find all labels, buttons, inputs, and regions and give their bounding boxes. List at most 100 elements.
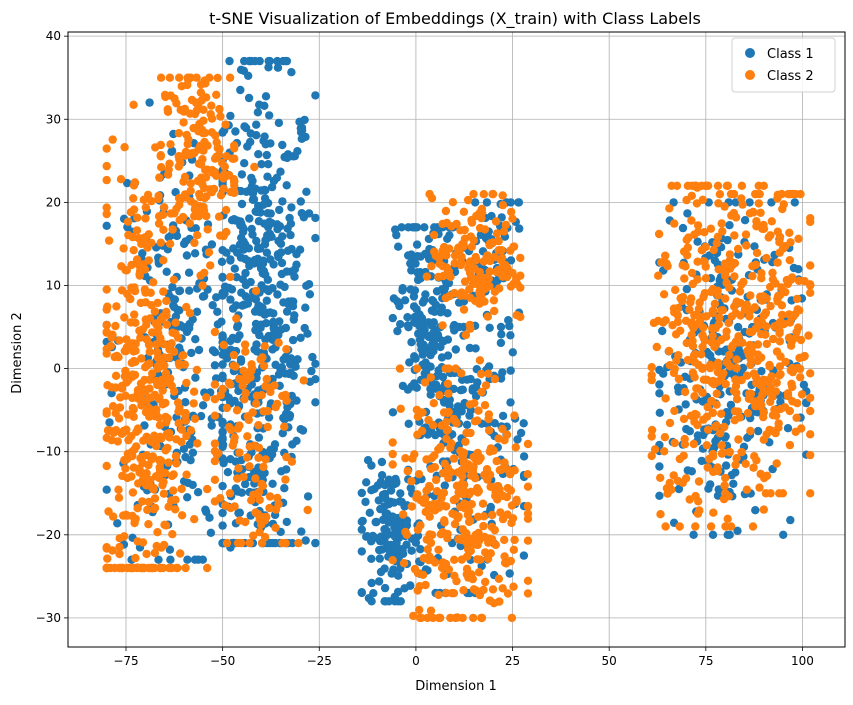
- data-point: [519, 452, 529, 461]
- data-point: [429, 399, 438, 408]
- data-point: [226, 272, 235, 282]
- data-point: [175, 73, 184, 82]
- data-point: [264, 413, 274, 422]
- data-point: [411, 538, 421, 547]
- data-point: [389, 512, 398, 522]
- data-point: [498, 424, 507, 434]
- data-point: [450, 571, 459, 580]
- data-point: [159, 477, 168, 486]
- data-point: [459, 207, 469, 216]
- data-point: [746, 291, 755, 300]
- data-point: [121, 464, 130, 473]
- data-point: [485, 267, 494, 276]
- data-point: [442, 588, 451, 598]
- data-point: [720, 422, 729, 432]
- data-point: [296, 333, 305, 342]
- data-point: [229, 437, 239, 446]
- legend-box: [731, 37, 836, 93]
- data-point: [141, 203, 150, 212]
- data-point: [509, 582, 518, 591]
- data-point: [254, 307, 263, 316]
- data-point: [437, 353, 447, 362]
- data-point: [216, 191, 226, 200]
- data-point: [490, 306, 499, 316]
- data-point: [156, 238, 165, 247]
- data-point: [154, 555, 163, 564]
- data-point: [475, 356, 485, 365]
- data-point: [132, 226, 142, 235]
- data-point: [512, 311, 521, 320]
- data-point: [755, 376, 764, 386]
- data-point: [144, 497, 154, 507]
- data-point: [792, 294, 802, 304]
- data-point: [775, 337, 785, 346]
- data-point: [787, 273, 797, 282]
- data-point: [397, 223, 406, 232]
- data-point: [273, 56, 282, 66]
- data-point: [161, 412, 170, 422]
- data-point: [173, 563, 182, 573]
- data-point: [260, 516, 269, 525]
- data-point: [442, 417, 451, 426]
- data-point: [790, 198, 799, 207]
- data-point: [654, 271, 663, 280]
- data-point: [105, 418, 114, 427]
- data-point: [786, 341, 796, 350]
- data-point: [661, 522, 670, 531]
- data-point: [649, 318, 659, 328]
- data-point: [510, 535, 519, 545]
- data-point: [431, 251, 440, 260]
- data-point: [137, 453, 147, 462]
- data-point: [708, 530, 718, 539]
- data-point: [709, 245, 718, 255]
- data-point: [729, 208, 739, 218]
- data-point: [806, 393, 815, 403]
- data-point: [274, 370, 284, 379]
- y-axis-label: Dimension 2: [10, 312, 25, 394]
- data-point: [498, 191, 507, 200]
- data-point: [180, 172, 190, 182]
- data-point: [230, 188, 239, 197]
- data-point: [299, 376, 308, 385]
- data-point: [300, 323, 309, 333]
- data-point: [700, 228, 709, 237]
- data-point: [171, 451, 181, 461]
- data-point: [417, 319, 426, 328]
- data-point: [512, 274, 521, 284]
- data-point: [456, 446, 465, 456]
- data-point: [456, 386, 465, 395]
- data-point: [135, 392, 145, 402]
- data-point: [725, 283, 734, 292]
- data-point: [777, 310, 787, 320]
- data-point: [690, 357, 699, 367]
- data-point: [240, 340, 250, 349]
- data-point: [174, 407, 183, 416]
- data-point: [218, 291, 227, 300]
- data-point: [236, 85, 245, 95]
- data-point: [262, 374, 271, 384]
- data-point: [145, 412, 154, 421]
- data-point: [141, 315, 150, 324]
- data-point: [426, 538, 436, 548]
- data-point: [450, 251, 460, 260]
- data-point: [290, 272, 299, 281]
- data-point: [431, 430, 440, 440]
- data-point: [145, 359, 154, 368]
- legend-label: Class 2: [767, 69, 814, 84]
- data-point: [446, 468, 456, 477]
- data-point: [428, 296, 438, 306]
- data-point: [403, 313, 412, 322]
- data-point: [403, 321, 412, 330]
- data-point: [177, 437, 186, 447]
- data-point: [177, 484, 186, 494]
- data-point: [302, 281, 311, 290]
- data-point: [231, 127, 240, 136]
- data-point: [422, 486, 431, 495]
- data-point: [171, 312, 181, 321]
- data-point: [256, 264, 266, 273]
- data-point: [226, 111, 235, 121]
- data-point: [784, 189, 793, 199]
- data-point: [682, 284, 691, 294]
- data-point: [669, 198, 678, 207]
